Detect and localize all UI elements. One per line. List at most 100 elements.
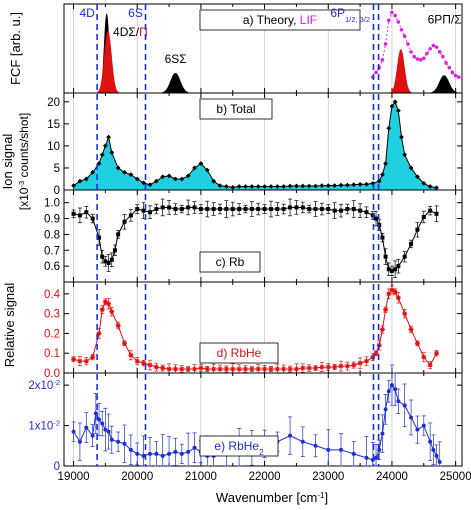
data-point	[437, 459, 442, 464]
lif-point	[418, 58, 423, 62]
y-tick-label-text: 0.7	[44, 245, 60, 257]
total-point	[122, 169, 127, 175]
data-point	[103, 259, 108, 264]
data-point	[198, 365, 204, 371]
theory-peak	[390, 49, 412, 94]
transition-marker-label: 4D	[79, 6, 95, 20]
legend-text: d) RbHe	[217, 346, 262, 360]
y-tick-label: 0.3	[44, 309, 60, 321]
data-point	[116, 232, 121, 237]
x-tick-label: 25000	[440, 471, 471, 483]
x-tick-label: 24000	[376, 471, 408, 483]
data-point	[121, 340, 127, 346]
data-point	[374, 216, 379, 221]
total-point	[389, 103, 395, 109]
data-point	[99, 307, 105, 313]
y-tick-label-text: 20	[47, 97, 60, 109]
lif-point	[457, 75, 461, 79]
data-point	[339, 447, 344, 452]
legend-label: c) Rb	[216, 255, 245, 269]
data-point	[160, 365, 166, 371]
data-point	[205, 207, 210, 212]
x-tick-label: 20000	[121, 471, 153, 483]
total-point	[185, 173, 191, 179]
data-point	[122, 441, 127, 446]
data-point	[421, 354, 427, 360]
data-point	[325, 364, 331, 370]
data-point	[179, 366, 185, 372]
total-point	[102, 143, 108, 149]
peak-label-greek: Π	[139, 25, 148, 39]
legend-d: d) RbHe	[199, 342, 279, 364]
data-point	[408, 326, 414, 332]
total-line	[73, 100, 437, 189]
data-point	[345, 207, 350, 212]
y-tick-label-text: 0	[54, 461, 60, 473]
lif-point	[453, 73, 458, 78]
data-point	[351, 207, 356, 212]
y-tick-label-text: 5	[54, 163, 60, 175]
data-point	[313, 365, 319, 371]
data-point	[396, 264, 401, 269]
data-point	[300, 365, 306, 371]
data-point	[274, 366, 280, 372]
data-point	[185, 366, 191, 372]
total-point	[332, 183, 338, 188]
data-point	[109, 437, 114, 442]
data-point	[351, 451, 356, 456]
total-point	[166, 173, 172, 179]
data-point	[102, 299, 108, 305]
data-point	[288, 433, 293, 438]
lif-point	[406, 42, 410, 46]
lif-line	[372, 11, 460, 78]
lif-point	[441, 54, 445, 59]
data-point	[386, 389, 391, 394]
data-point	[262, 207, 267, 212]
data-point	[300, 205, 305, 210]
data-point	[71, 211, 76, 216]
data-point	[332, 364, 338, 370]
data-point	[294, 205, 299, 210]
data-point	[415, 227, 420, 232]
data-point	[358, 208, 363, 213]
data-point	[77, 358, 83, 364]
data-point	[313, 207, 318, 212]
data-point	[236, 366, 242, 372]
data-point	[96, 330, 102, 336]
data-point	[128, 447, 133, 452]
transition-marker-label: 6S	[128, 6, 143, 20]
total-point	[344, 182, 350, 188]
data-point	[147, 210, 152, 215]
lif-point	[447, 65, 452, 70]
data-point	[357, 360, 363, 366]
x-tick-label: 23000	[312, 471, 344, 483]
data-point	[414, 340, 420, 346]
total-point	[179, 176, 185, 182]
total-point	[386, 125, 392, 131]
data-point	[186, 205, 191, 210]
y-tick-label: 0.2	[44, 328, 60, 340]
data-point	[386, 267, 391, 272]
legend-text: c) Rb	[216, 255, 245, 269]
panels: 4DΣ/Π 6SΣ 6PΠ/Σ a) Theory, LIF FCF [arb. u.]…	[0, 3, 463, 473]
data-point	[154, 207, 159, 212]
data-point	[100, 254, 105, 259]
legend-c: c) Rb	[199, 251, 261, 273]
data-point	[275, 207, 280, 212]
y-tick-label: 20	[47, 97, 60, 109]
data-point	[218, 207, 223, 212]
lif-point	[396, 20, 401, 24]
y-tick-label: 2x10-2	[28, 378, 60, 393]
peak-label: 6SΣ	[165, 52, 187, 66]
data-point	[389, 287, 395, 293]
data-point	[90, 354, 96, 360]
data-point	[249, 366, 255, 372]
data-point	[431, 447, 436, 452]
data-point	[160, 453, 165, 458]
total-point	[134, 176, 140, 182]
total-point	[408, 165, 414, 171]
data-point	[135, 207, 140, 212]
peak-label: 4DΣ/Π	[113, 25, 148, 39]
data-point	[230, 207, 235, 212]
